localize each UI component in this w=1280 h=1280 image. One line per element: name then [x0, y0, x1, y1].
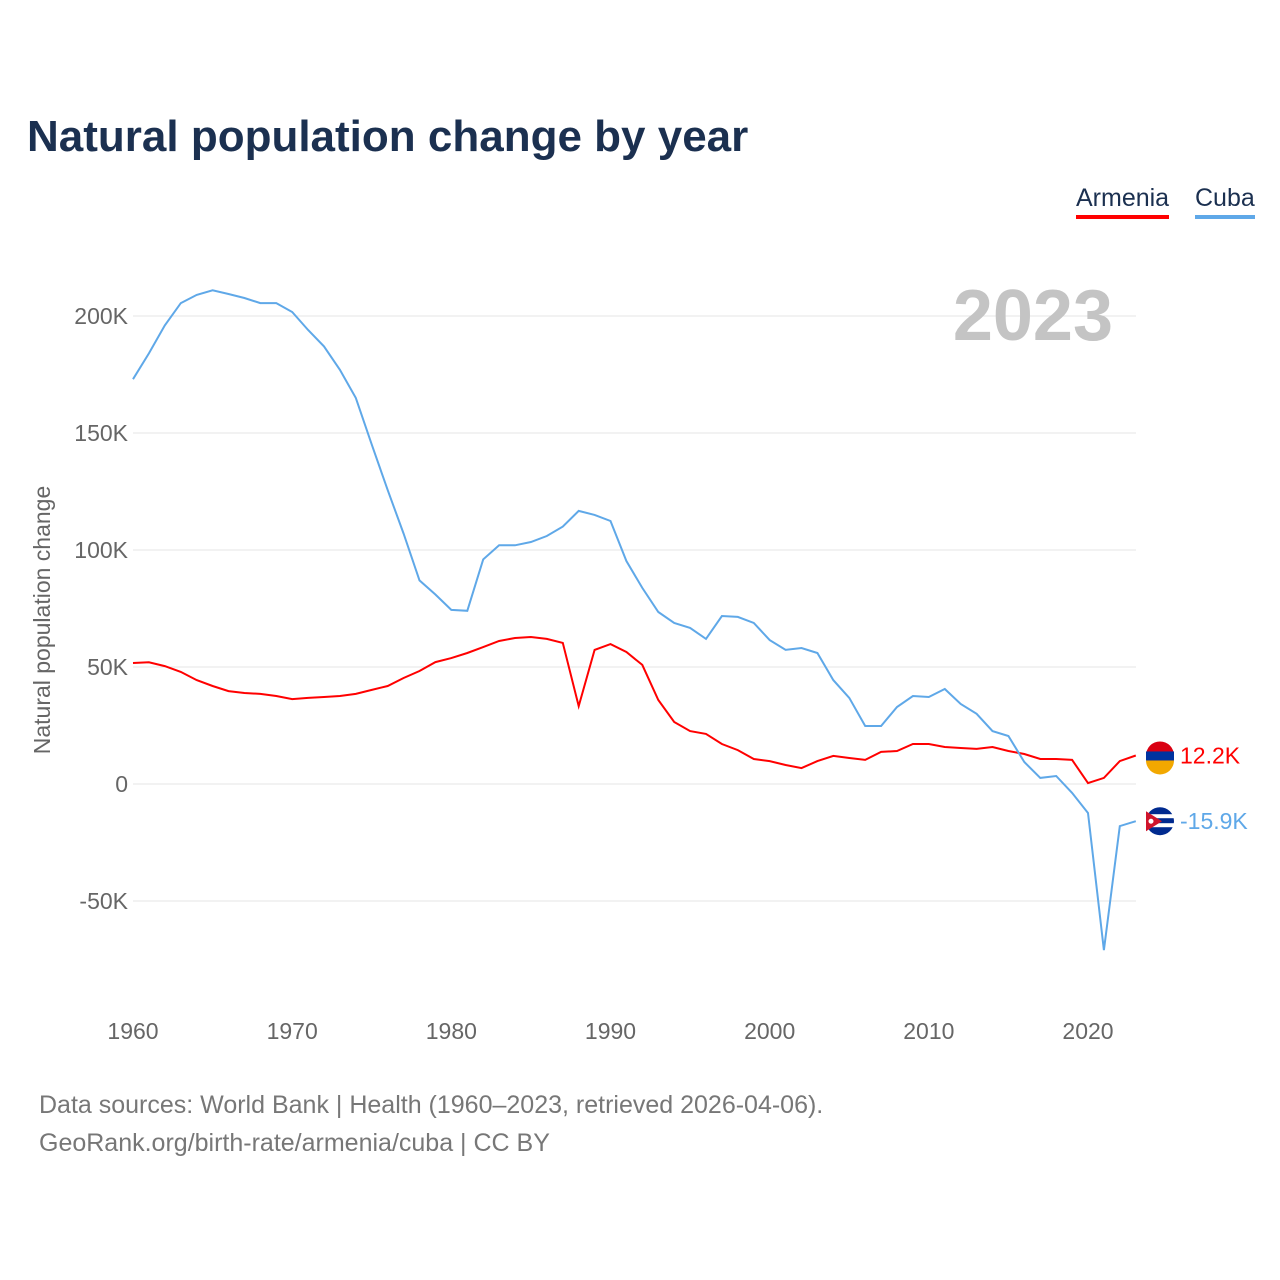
- legend-cuba[interactable]: Cuba: [1195, 184, 1255, 219]
- x-tick-label: 1960: [107, 1018, 158, 1044]
- series-line-armenia: [132, 635, 1137, 785]
- y-tick-label: -50K: [79, 888, 128, 914]
- x-tick-label: 2010: [903, 1018, 954, 1044]
- x-tick-label: 2020: [1062, 1018, 1113, 1044]
- y-tick-label: 50K: [87, 654, 129, 680]
- flag-star: [1148, 818, 1154, 824]
- legend-armenia[interactable]: Armenia: [1076, 184, 1170, 219]
- y-tick-label: 150K: [74, 420, 128, 446]
- x-tick-label: 2000: [744, 1018, 795, 1044]
- end-label-armenia: 12.2K: [1180, 742, 1241, 768]
- flag-stripe: [1148, 823, 1174, 828]
- source-line-1: Data sources: World Bank | Health (1960–…: [39, 1091, 824, 1119]
- flag-stripe: [1148, 814, 1174, 819]
- flag-blue: [1146, 751, 1174, 761]
- x-tick-label: 1970: [267, 1018, 318, 1044]
- chart-title: Natural population change by year: [27, 112, 749, 161]
- x-tick-label: 1990: [585, 1018, 636, 1044]
- y-tick-label: 100K: [74, 537, 128, 563]
- year-watermark: 2023: [953, 276, 1113, 356]
- cuba-flag-icon: [1146, 807, 1174, 836]
- y-tick-label: 0: [115, 771, 128, 797]
- flag-triangle: [1146, 811, 1162, 832]
- y-axis-label: Natural population change: [29, 486, 55, 755]
- y-tick-label: 200K: [74, 303, 128, 329]
- end-label-cuba: -15.9K: [1180, 808, 1248, 834]
- source-line-2[interactable]: GeoRank.org/birth-rate/armenia/cuba | CC…: [39, 1129, 550, 1157]
- armenia-flag-icon: [1146, 741, 1174, 775]
- source-note: Data sources: World Bank | Health (1960–…: [39, 1086, 823, 1162]
- series-line-cuba: [132, 289, 1137, 951]
- flag-orange: [1146, 760, 1174, 775]
- x-tick-label: 1980: [426, 1018, 477, 1044]
